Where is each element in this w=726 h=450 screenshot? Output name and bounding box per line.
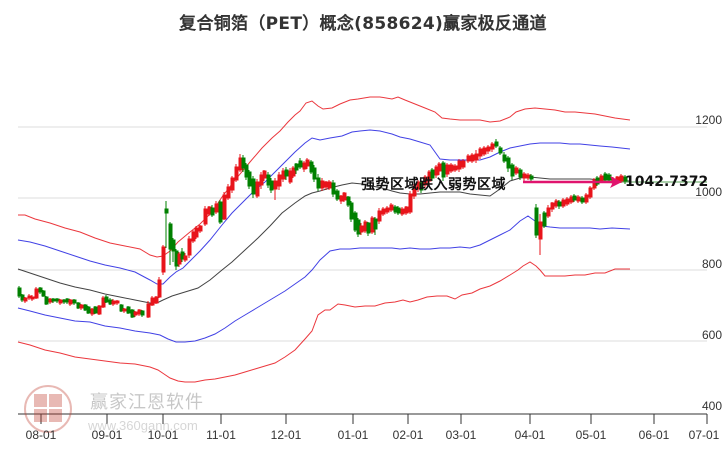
lower-inner-band — [17, 215, 631, 343]
x-tick-label: 03-01 — [445, 428, 477, 442]
lower-outer-band — [17, 261, 630, 383]
x-tick-label: 09-01 — [91, 428, 123, 442]
upper-outer-band — [18, 96, 631, 258]
arrow-icon — [523, 176, 622, 188]
x-axis — [18, 413, 708, 424]
x-tick-label: 10-01 — [147, 428, 179, 442]
y-tick-600: 600 — [701, 328, 722, 342]
watermark-url: www.360gann.com — [88, 418, 198, 433]
y-tick-400: 400 — [701, 399, 722, 413]
current-price-label: 1042.7372 — [625, 174, 709, 190]
x-tick-label: 08-01 — [25, 428, 57, 442]
upper-inner-band — [17, 129, 631, 285]
gridlines — [18, 126, 707, 342]
watermark-seal-icon — [24, 385, 72, 433]
watermark-text: 赢家江恩软件 — [90, 392, 204, 413]
x-tick-label: 12-01 — [270, 428, 302, 442]
y-tick-1200: 1200 — [695, 113, 722, 127]
annotation-label: 强势区域跌入弱势区域 — [361, 177, 506, 193]
x-tick-label: 02-01 — [392, 428, 424, 442]
x-tick-label: 01-01 — [337, 428, 369, 442]
y-tick-1000: 1000 — [695, 185, 722, 199]
chart-title: 复合铜箔（PET）概念(858624)赢家极反通道 — [179, 14, 547, 34]
candles — [17, 139, 628, 318]
x-tick-label: 05-01 — [575, 428, 607, 442]
x-tick-label: 04-01 — [514, 428, 546, 442]
mid-line — [17, 176, 631, 304]
x-tick-label: 11-01 — [206, 428, 236, 442]
y-tick-800: 800 — [701, 257, 722, 271]
x-tick-label: 07-01 — [688, 428, 720, 442]
x-tick-label: 06-01 — [638, 428, 670, 442]
